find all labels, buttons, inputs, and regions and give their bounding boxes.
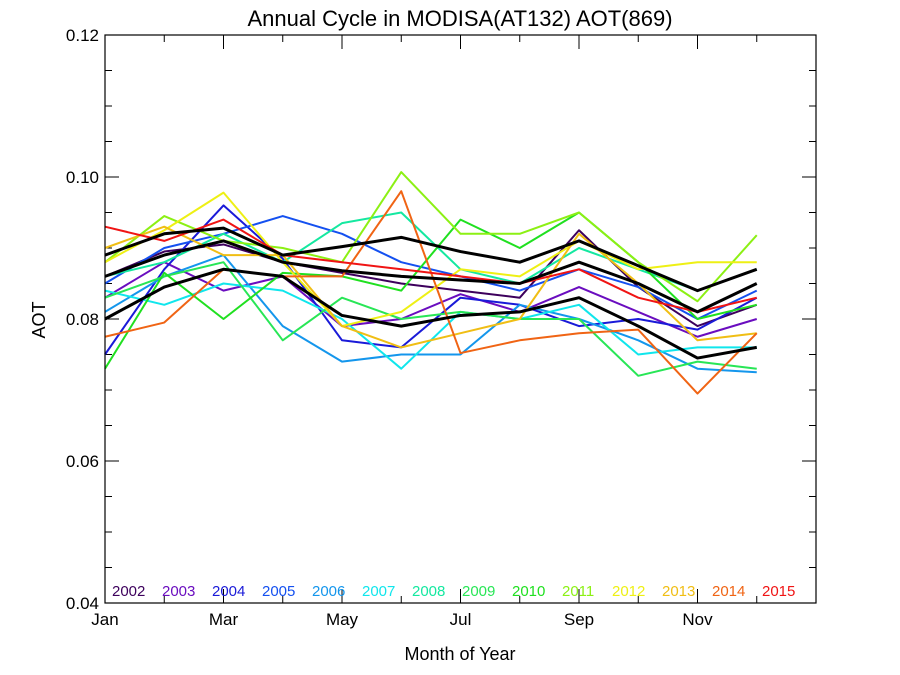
series-lines — [104, 171, 758, 395]
series-line-2010 — [104, 211, 757, 370]
legend-label-2010: 2010 — [512, 583, 545, 600]
x-axis-label: Month of Year — [404, 644, 515, 664]
summary-line-2 — [104, 239, 758, 314]
series-line-2004 — [104, 204, 758, 356]
y-axis-label: AOT — [29, 301, 49, 338]
legend-label-2008: 2008 — [412, 583, 445, 600]
y-tick-label: 0.08 — [66, 310, 99, 329]
x-tick-label: Jul — [450, 610, 472, 629]
x-tick-label: Jan — [91, 610, 118, 629]
x-tick-label: Sep — [564, 610, 594, 629]
summary-lines — [104, 226, 758, 360]
x-tick-label: Nov — [682, 610, 713, 629]
summary-line-1 — [104, 226, 758, 293]
series-line-2013 — [104, 225, 757, 349]
chart-title: Annual Cycle in MODISA(AT132) AOT(869) — [247, 6, 672, 31]
y-tick-label: 0.04 — [66, 594, 99, 613]
axis-ticks — [104, 34, 817, 604]
series-line-2012 — [104, 191, 757, 328]
y-tick-label: 0.12 — [66, 26, 99, 45]
legend-label-2009: 2009 — [462, 583, 495, 600]
legend-label-2006: 2006 — [312, 583, 345, 600]
legend-label-2014: 2014 — [712, 583, 745, 600]
legend-label-2007: 2007 — [362, 583, 395, 600]
y-tick-labels: 0.04 0.06 0.08 0.10 0.12 — [66, 26, 99, 613]
y-tick-label: 0.06 — [66, 452, 99, 471]
series-line-2003 — [104, 261, 758, 338]
legend: 2002 2003 2004 2005 2006 2007 2008 2009 2010 2011… — [112, 583, 795, 600]
legend-label-2005: 2005 — [262, 583, 295, 600]
legend-label-2003: 2003 — [162, 583, 195, 600]
series-line-2007 — [104, 282, 757, 370]
series-line-2015 — [104, 218, 757, 313]
x-tick-labels: Jan Mar May Jul Sep Nov — [91, 610, 713, 629]
y-tick-label: 0.10 — [66, 168, 99, 187]
series-line-2009 — [104, 261, 757, 377]
series-line-2006 — [104, 254, 757, 374]
legend-label-2013: 2013 — [662, 583, 695, 600]
plot-frame — [104, 34, 817, 604]
legend-label-2012: 2012 — [612, 583, 645, 600]
legend-label-2002: 2002 — [112, 583, 145, 600]
x-tick-label: Mar — [209, 610, 239, 629]
legend-label-2004: 2004 — [212, 583, 245, 600]
legend-label-2011: 2011 — [562, 583, 594, 600]
legend-label-2015: 2015 — [762, 583, 795, 600]
summary-line-3 — [104, 267, 758, 360]
x-tick-label: May — [326, 610, 359, 629]
